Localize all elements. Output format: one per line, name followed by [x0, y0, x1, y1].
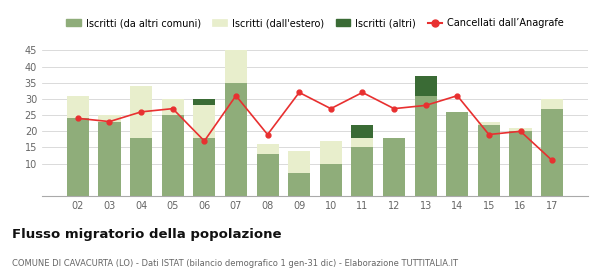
- Bar: [130, 86, 152, 138]
- Bar: [257, 144, 278, 154]
- Bar: [383, 138, 405, 196]
- Bar: [415, 76, 437, 96]
- Bar: [193, 99, 215, 105]
- Bar: [98, 122, 121, 196]
- Bar: [161, 99, 184, 115]
- Bar: [67, 118, 89, 196]
- Bar: [352, 138, 373, 148]
- Bar: [161, 115, 184, 196]
- Bar: [415, 96, 437, 196]
- Bar: [67, 96, 89, 118]
- Bar: [320, 164, 342, 196]
- Bar: [352, 148, 373, 196]
- Bar: [541, 99, 563, 109]
- Text: COMUNE DI CAVACURTA (LO) - Dati ISTAT (bilancio demografico 1 gen-31 dic) - Elab: COMUNE DI CAVACURTA (LO) - Dati ISTAT (b…: [12, 259, 458, 268]
- Bar: [288, 151, 310, 173]
- Bar: [446, 112, 469, 196]
- Bar: [130, 138, 152, 196]
- Bar: [320, 141, 342, 164]
- Bar: [257, 154, 278, 196]
- Bar: [193, 138, 215, 196]
- Bar: [193, 105, 215, 138]
- Text: Flusso migratorio della popolazione: Flusso migratorio della popolazione: [12, 228, 281, 241]
- Legend: Iscritti (da altri comuni), Iscritti (dall'estero), Iscritti (altri), Cancellati: Iscritti (da altri comuni), Iscritti (da…: [66, 18, 564, 28]
- Bar: [478, 125, 500, 196]
- Bar: [225, 50, 247, 83]
- Bar: [478, 122, 500, 125]
- Bar: [98, 115, 121, 122]
- Bar: [509, 131, 532, 196]
- Bar: [352, 125, 373, 138]
- Bar: [509, 128, 532, 131]
- Bar: [225, 83, 247, 196]
- Bar: [288, 173, 310, 196]
- Bar: [541, 109, 563, 196]
